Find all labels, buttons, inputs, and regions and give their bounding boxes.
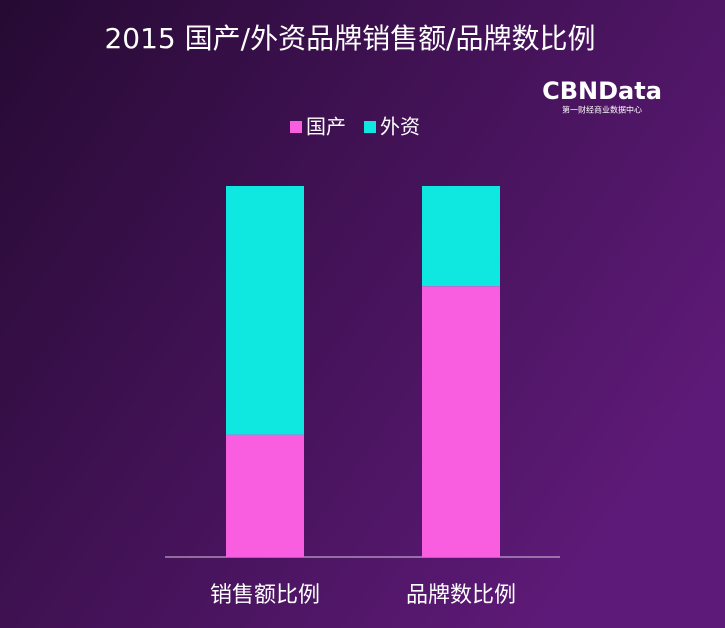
chart-title: 2015 国产/外资品牌销售额/品牌数比例 <box>104 22 595 55</box>
x-tick-label: 销售额比例 <box>210 583 320 608</box>
legend-label: 国产 <box>306 115 346 139</box>
legend-label: 外资 <box>380 115 420 139</box>
logo-name: CBNData <box>542 77 662 105</box>
x-tick-label: 品牌数比例 <box>406 583 516 608</box>
logo-tagline: 第一财经商业数据中心 <box>562 105 642 115</box>
legend-swatch <box>290 121 302 133</box>
bar-segment <box>422 286 500 557</box>
bar-segment <box>226 186 304 435</box>
legend-swatch <box>364 121 376 133</box>
bar-segment <box>226 434 304 557</box>
bar-segment <box>422 186 500 287</box>
